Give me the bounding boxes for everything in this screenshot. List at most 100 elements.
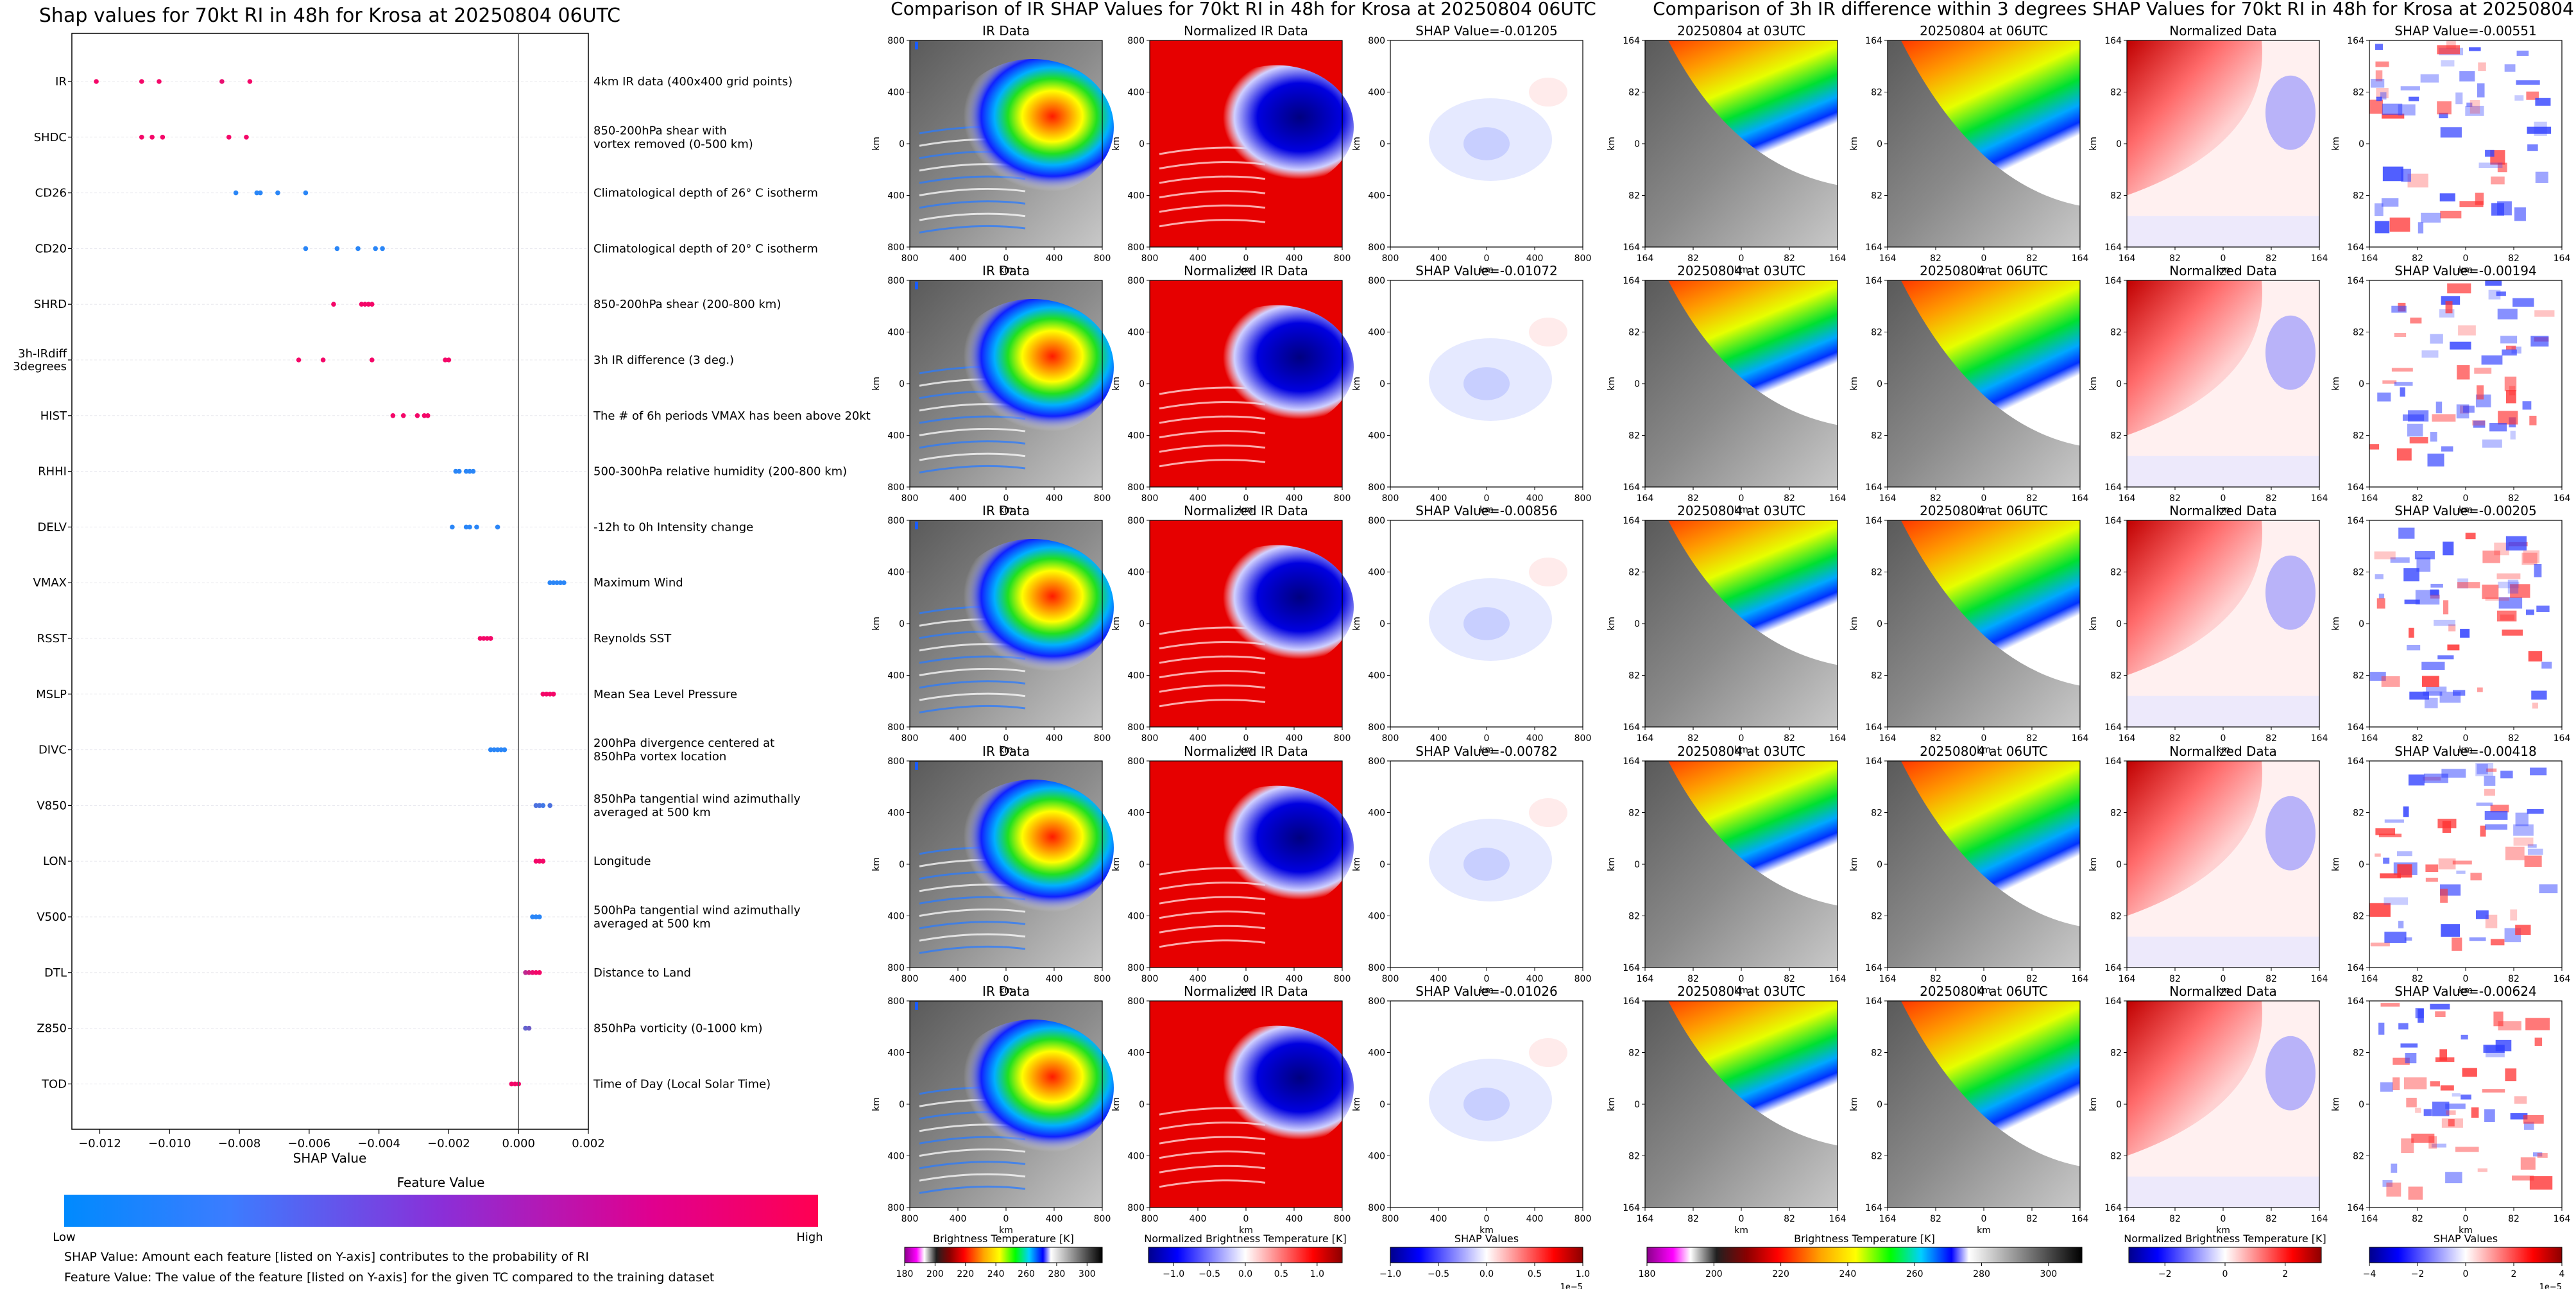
x-axis-label: km xyxy=(1480,505,1494,515)
y-tick-label: 164 xyxy=(2104,996,2122,1007)
diffshap-patch xyxy=(2400,387,2405,397)
x-tick-label: 0 xyxy=(2221,1214,2226,1224)
diffshap-patch xyxy=(2439,112,2448,119)
y-tick-label: 400 xyxy=(1368,431,1385,441)
diffshap-patch xyxy=(2530,336,2549,347)
x-tick-label: 0 xyxy=(1003,253,1009,264)
x-axis-label: km xyxy=(1239,265,1253,275)
diffshap-patch xyxy=(2384,897,2409,905)
y-axis-label: km xyxy=(2331,1097,2341,1111)
colorbar-tick-label: 4 xyxy=(2559,1269,2565,1279)
panel-title: IR Data xyxy=(982,503,1030,518)
diffshap-patch xyxy=(2490,939,2505,946)
y-tick-label: 800 xyxy=(1127,276,1145,286)
cropnorm-warm xyxy=(2127,40,2262,196)
shap-negative-core xyxy=(1463,607,1510,640)
y-tick-label: 0 xyxy=(2358,1100,2364,1110)
y-tick-label: 0 xyxy=(899,139,905,149)
norm-cloud-band xyxy=(1159,430,1266,439)
diffshap-patch xyxy=(2375,221,2390,234)
diffshap-patch xyxy=(2394,382,2413,386)
diffshap-patch xyxy=(2369,444,2380,450)
y-tick-label: 82 xyxy=(1871,191,1882,201)
diffshap-patch xyxy=(2403,568,2419,582)
diffshap-patch xyxy=(2457,578,2469,589)
y-tick-label: 164 xyxy=(2347,1203,2364,1213)
x-tick-label: 400 xyxy=(950,1214,967,1224)
diffshap-patch xyxy=(2380,92,2387,100)
diffshap-patch xyxy=(2435,1057,2455,1063)
diffshap-patch xyxy=(2378,1022,2385,1035)
feature-colorbar xyxy=(64,1195,818,1227)
ir-cloud-band xyxy=(919,212,1026,221)
x-tick-label: 82 xyxy=(2412,733,2423,744)
x-tick-label: 0 xyxy=(1243,733,1249,744)
x-tick-label: 0 xyxy=(2463,1214,2469,1224)
y-tick-label: 164 xyxy=(2104,36,2122,46)
x-tick-label: 0 xyxy=(2463,253,2469,264)
x-tick-label: 0 xyxy=(2221,733,2226,744)
cropnorm-warm xyxy=(2127,520,2262,676)
diffshap-patch xyxy=(2489,423,2507,432)
diffshap-patch xyxy=(2430,1003,2450,1010)
bottom-colorbars: Brightness Temperature [K]180 200 220 240 26… xyxy=(896,1233,2565,1289)
x-tick-label: 400 xyxy=(1190,1214,1207,1224)
y-tick-label: 0 xyxy=(1379,139,1385,149)
x-tick-label: 82 xyxy=(1930,733,1941,744)
diffshap-patch xyxy=(2452,860,2472,865)
diffshap-patch xyxy=(2504,64,2516,72)
ir-marker xyxy=(915,1002,918,1010)
x-axis-label: km xyxy=(1480,745,1494,755)
feature-label: DTL xyxy=(44,966,67,980)
x-tick-label: 164 xyxy=(1637,1214,1654,1224)
feature-description: Climatological depth of 26° C isotherm xyxy=(593,187,818,200)
diffshap-patch xyxy=(2525,1018,2550,1030)
x-tick-label: 164 xyxy=(1637,974,1654,984)
diffshap-patch xyxy=(2535,98,2551,106)
y-tick-label: 400 xyxy=(1127,568,1145,578)
panel-title: 20250804 at 03UTC xyxy=(1677,23,1805,38)
shap-point xyxy=(530,914,535,919)
ir-cloud-core xyxy=(952,58,1114,196)
diffshap-patch xyxy=(2394,332,2407,337)
shap-point xyxy=(363,302,368,307)
y-axis-label: km xyxy=(1352,137,1362,151)
x-tick-label: 800 xyxy=(1382,493,1399,504)
diffshap-patch xyxy=(2431,1143,2446,1148)
diffshap-patch xyxy=(2514,207,2526,221)
diffshap-patch xyxy=(2481,355,2503,365)
x-tick-label: 82 xyxy=(2508,974,2520,984)
shap-point xyxy=(550,692,556,697)
shap-negative-core xyxy=(1463,1088,1510,1121)
colorbar-tick-label: 0.5 xyxy=(1274,1269,1288,1279)
x-tick-label: 164 xyxy=(2072,253,2089,264)
diffshap-patch xyxy=(2471,1107,2479,1118)
y-tick-label: 82 xyxy=(1871,671,1882,681)
panel-title: Normalized Data xyxy=(2169,263,2277,278)
colorbar-tick-label: −0.5 xyxy=(1198,1269,1220,1279)
panel-title: 20250804 at 06UTC xyxy=(1920,503,2048,518)
diffshap-patch xyxy=(2391,1163,2398,1173)
feature-label: IR xyxy=(55,75,67,89)
diffshap-patch xyxy=(2377,392,2391,402)
shap-point xyxy=(446,357,452,363)
diffshap-patch xyxy=(2424,697,2438,708)
diffshap-patch xyxy=(2374,551,2396,559)
shap-point xyxy=(369,357,375,363)
x-tick-label: 0.002 xyxy=(572,1137,605,1150)
x-tick-label: 800 xyxy=(1382,253,1399,264)
shap-positive-area xyxy=(1529,557,1567,587)
feature-description: averaged at 500 km xyxy=(593,918,711,931)
diffshap-patch xyxy=(2432,1101,2450,1116)
shap-point xyxy=(414,413,420,418)
y-tick-label: 800 xyxy=(887,756,905,767)
norm-cloud-band xyxy=(1159,459,1266,468)
feature-label: HIST xyxy=(40,409,67,423)
diffshap-patch xyxy=(2482,1089,2505,1093)
diffshap-patch xyxy=(2505,1068,2517,1082)
x-tick-label: 164 xyxy=(1637,493,1654,504)
